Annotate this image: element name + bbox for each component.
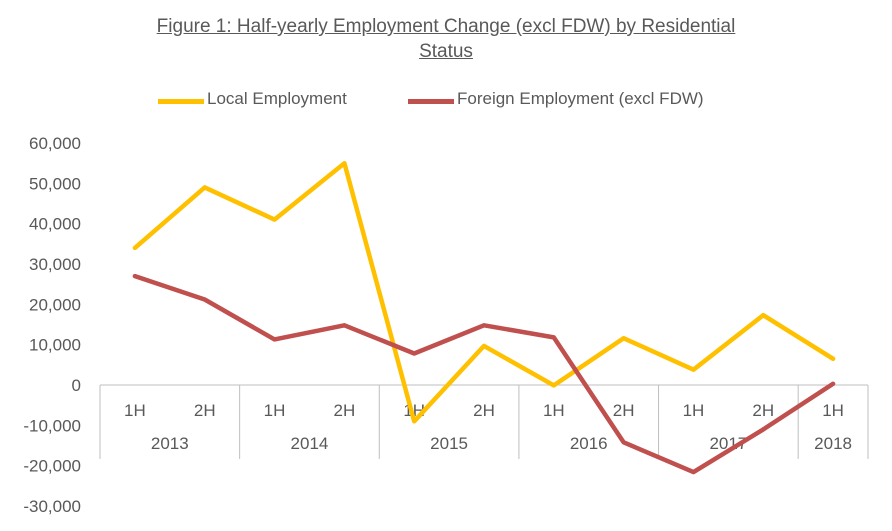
x-tick-label: 1H bbox=[264, 401, 286, 420]
x-tick-label: 1H bbox=[124, 401, 146, 420]
y-tick-label: 0 bbox=[72, 376, 81, 395]
chart-title-line-2: Status bbox=[419, 41, 473, 62]
year-label: 2014 bbox=[291, 434, 329, 453]
x-tick-label: 2H bbox=[194, 401, 216, 420]
y-tick-label: 20,000 bbox=[29, 295, 81, 314]
year-label: 2013 bbox=[151, 434, 189, 453]
series-line-foreign-employment bbox=[132, 273, 836, 475]
year-label: 2016 bbox=[570, 434, 608, 453]
x-tick-label: 1H bbox=[683, 401, 705, 420]
series-line-local-employment bbox=[132, 160, 836, 424]
chart-legend: Local Employment Foreign Employment (exc… bbox=[0, 88, 892, 112]
legend-swatch-foreign bbox=[408, 99, 454, 104]
y-axis: 60,000 50,000 40,000 30,000 20,000 10,000 0 -10… bbox=[23, 134, 81, 516]
x-tick-label: 2H bbox=[752, 401, 774, 420]
x-tick-label: 2H bbox=[473, 401, 495, 420]
y-tick-label: 30,000 bbox=[29, 255, 81, 274]
x-tick-label: 2H bbox=[613, 401, 635, 420]
legend-label-local: Local Employment bbox=[207, 89, 347, 108]
x-tick-label: 1H bbox=[822, 401, 844, 420]
chart-title-line-1: Figure 1: Half-yearly Employment Change … bbox=[156, 16, 736, 37]
y-tick-label: 40,000 bbox=[29, 215, 81, 234]
y-tick-label: -30,000 bbox=[23, 497, 81, 516]
year-label: 2015 bbox=[430, 434, 468, 453]
x-tick-label: 2H bbox=[333, 401, 355, 420]
series-layer bbox=[132, 160, 836, 475]
year-label: 2018 bbox=[814, 434, 852, 453]
y-tick-label: 10,000 bbox=[29, 336, 81, 355]
legend-swatch-local bbox=[158, 99, 204, 104]
x-tick-label: 1H bbox=[543, 401, 565, 420]
y-tick-label: -20,000 bbox=[23, 457, 81, 476]
y-tick-label: 60,000 bbox=[29, 134, 81, 153]
legend-label-foreign: Foreign Employment (excl FDW) bbox=[457, 89, 704, 108]
chart-title: Figure 1: Half-yearly Employment Change … bbox=[0, 14, 892, 64]
year-label: 2017 bbox=[709, 434, 747, 453]
y-tick-label: 50,000 bbox=[29, 174, 81, 193]
y-tick-label: -10,000 bbox=[23, 416, 81, 435]
